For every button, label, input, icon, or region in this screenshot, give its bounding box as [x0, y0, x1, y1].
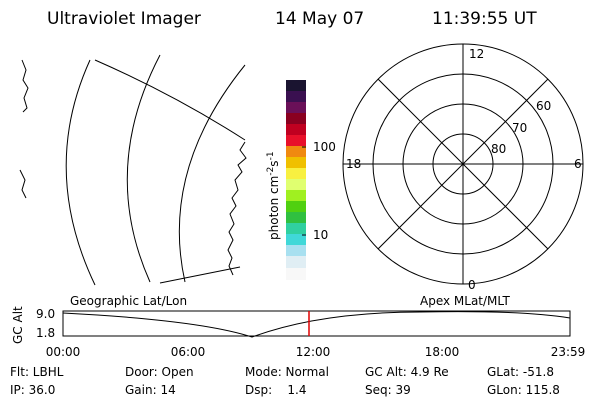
status-field: GC Alt: 4.9 Re: [365, 365, 449, 379]
unit-text: photon cm: [267, 176, 281, 240]
x-tick-label: 18:00: [425, 345, 460, 359]
x-tick-label: 06:00: [171, 345, 206, 359]
altitude-curve: [62, 311, 571, 338]
colorbar-label: photon cm-2s-1: [266, 151, 281, 240]
orbit-plot: Geographic Lat/Lon Apex MLat/MLT GC Alt …: [11, 294, 585, 359]
coastline: [21, 59, 29, 113]
color-swatch: [286, 212, 306, 223]
mlt-label: 18: [346, 157, 361, 171]
color-swatch: [286, 234, 306, 245]
mlt-label: 0: [468, 278, 476, 292]
status-field: Gain: 14: [125, 383, 176, 397]
ring-label: 70: [512, 121, 527, 135]
status-field: Door: Open: [125, 365, 194, 379]
date: 14 May 07: [275, 9, 364, 29]
plot-frame: [62, 310, 571, 337]
color-swatch: [286, 223, 306, 234]
status-field: Flt: LBHL: [10, 365, 64, 379]
color-swatch: [286, 135, 306, 146]
x-tick-label: 00:00: [46, 345, 81, 359]
coastline: [227, 141, 247, 276]
colorbar: 100 10 photon cm-2s-1: [266, 80, 336, 280]
status-field: GLat: -51.8: [487, 365, 554, 379]
x-tick-label: 23:59: [551, 345, 586, 359]
colorbar-tick-label: 10: [313, 228, 328, 242]
color-swatch: [286, 268, 306, 280]
status-field: IP: 36.0: [10, 383, 55, 397]
color-swatch: [286, 201, 306, 212]
color-swatch: [286, 113, 306, 124]
status-field: Mode: Normal: [245, 365, 329, 379]
time: 11:39:55 UT: [432, 9, 537, 29]
unit-text: s: [267, 160, 281, 166]
y-tick-label: 9.0: [36, 307, 55, 321]
meridian: [65, 59, 96, 286]
map: [19, 54, 247, 286]
color-swatch: [286, 157, 306, 168]
status-field: Seq: 39: [365, 383, 411, 397]
latitude-line: [159, 266, 241, 284]
y-axis-label: GC Alt: [11, 306, 25, 344]
color-swatch: [286, 146, 306, 157]
plot-title: Geographic Lat/Lon: [70, 294, 187, 308]
plot-title: Apex MLat/MLT: [420, 294, 510, 308]
x-tick-label: 12:00: [296, 345, 331, 359]
status-field: GLon: 115.8: [487, 383, 560, 397]
meridian: [126, 54, 161, 283]
color-swatch: [286, 190, 306, 201]
unit-exponent: -1: [266, 151, 276, 160]
color-swatch: [286, 91, 306, 102]
colorbar-tick-label: 100: [313, 140, 336, 154]
mlt-label: 12: [469, 47, 484, 61]
unit-exponent: -2: [266, 167, 276, 176]
color-swatch: [286, 245, 306, 256]
color-swatch: [286, 80, 306, 91]
color-swatch: [286, 256, 306, 268]
ring-label: 80: [491, 142, 506, 156]
axis-line: [377, 78, 549, 250]
color-swatch: [286, 124, 306, 135]
color-swatch: [286, 179, 306, 190]
mlt-label: 6: [574, 157, 582, 171]
color-swatch: [286, 102, 306, 113]
ring-label: 60: [536, 99, 551, 113]
status-field: Dsp: 1.4: [245, 383, 307, 397]
coastline: [19, 169, 27, 199]
polar-grid: 12 18 6 0 60 70 80: [342, 43, 584, 292]
color-swatch: [286, 168, 306, 179]
footer: Flt: LBHL Door: Open Mode: Normal GC Alt…: [10, 365, 560, 397]
y-tick-label: 1.8: [36, 326, 55, 340]
latitude-line: [94, 59, 246, 141]
meridian: [178, 64, 246, 283]
title: Ultraviolet Imager: [47, 9, 201, 29]
